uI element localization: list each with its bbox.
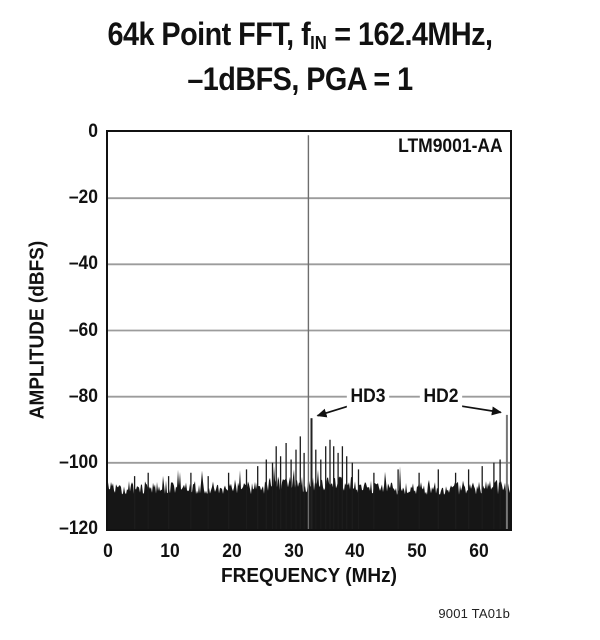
figure-title-line2: –1dBFS, PGA = 1: [187, 61, 413, 97]
y-tick-label: –120: [59, 518, 98, 539]
y-tick-label: –20: [68, 187, 98, 209]
title-text-post: = 162.4MHz,: [326, 16, 493, 52]
spur-lines: [133, 436, 501, 529]
fft-plot-canvas: [108, 135, 510, 529]
title-subscript: IN: [310, 31, 327, 53]
hd2-arrow: [458, 404, 502, 416]
x-tick-label: 50: [407, 541, 427, 562]
figure-title: 64k Point FFT, fIN = 162.4MHz, –1dBFS, P…: [39, 14, 561, 100]
x-tick-label: 30: [283, 541, 304, 562]
x-tick-label: 20: [221, 541, 242, 562]
title-text-pre: 64k Point FFT, f: [107, 16, 311, 52]
y-tick-label: –40: [68, 253, 98, 275]
figure-title-line1: 64k Point FFT, fIN = 162.4MHz,: [39, 14, 561, 59]
x-tick-label: 60: [469, 541, 489, 562]
device-label: LTM9001-AA: [398, 136, 503, 157]
y-tick-label: –100: [59, 451, 98, 473]
y-tick-label: –60: [68, 319, 98, 341]
x-tick-label: 0: [103, 541, 113, 562]
y-tick-label: 0: [88, 121, 98, 142]
hd3-arrow: [316, 404, 351, 418]
x-axis-title: FREQUENCY (MHz): [221, 565, 397, 587]
hd2-annotation-label: HD2: [419, 385, 462, 408]
x-tick-label: 10: [160, 541, 180, 562]
hd3-annotation-label: HD3: [346, 385, 389, 408]
x-tick-label: 40: [345, 541, 366, 562]
y-tick-label: –80: [68, 385, 98, 407]
plot-area: LTM9001-AA HD3 HD2: [106, 130, 512, 531]
figure-note: 9001 TA01b: [438, 606, 510, 621]
